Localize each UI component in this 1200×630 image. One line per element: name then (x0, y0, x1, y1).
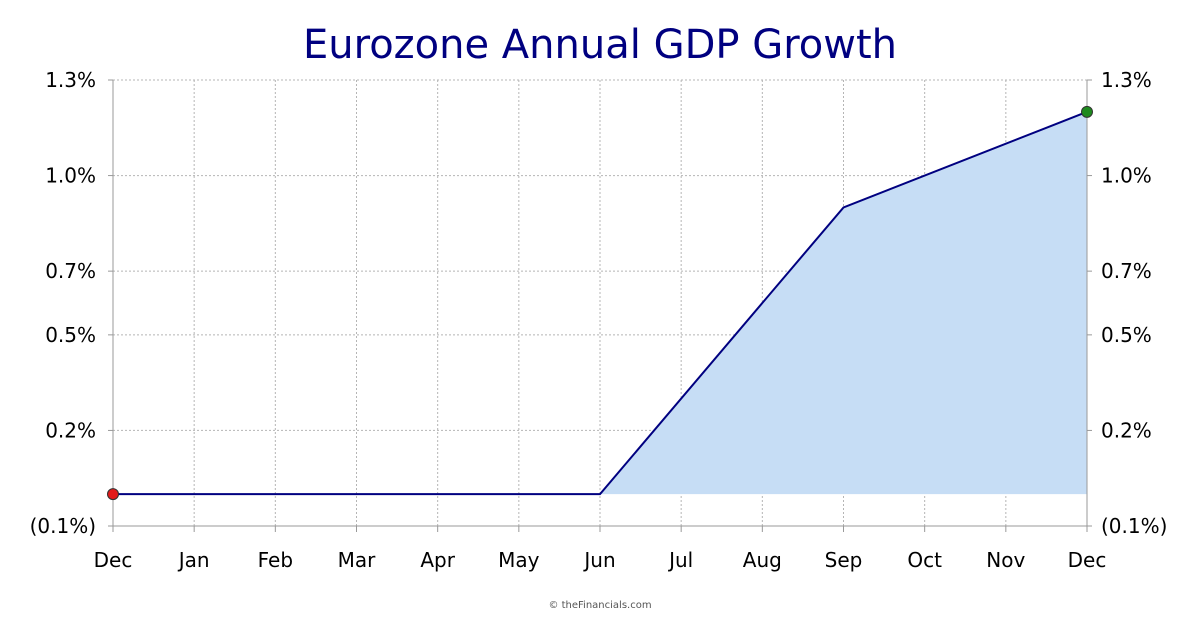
y-tick-label-left: (0.1%) (30, 514, 96, 538)
x-tick-label: Dec (1068, 548, 1107, 572)
y-tick-label-left: 1.0% (45, 164, 96, 188)
y-tick-label-right: (0.1%) (1101, 514, 1167, 538)
y-tick-label-right: 0.5% (1101, 323, 1152, 347)
x-tick-label: Jul (667, 548, 693, 572)
series-line (113, 110, 1088, 496)
area-fill (600, 111, 1087, 495)
y-tick-label-right: 1.3% (1101, 68, 1152, 92)
x-tick-label: Apr (420, 548, 455, 572)
y-tick-label-left: 1.3% (45, 68, 96, 92)
x-tick-label: Jun (582, 548, 615, 572)
chart-title: Eurozone Annual GDP Growth (303, 22, 897, 68)
x-tick-label: Jan (177, 548, 210, 572)
x-tick-label: Mar (338, 548, 377, 572)
tick-labels: Dec Jan Feb Mar Apr May Jun Jul Aug Sep Oct Nov Dec (… (30, 68, 1168, 572)
x-tick-label: Sep (825, 548, 863, 572)
y-tick-label-left: 0.7% (45, 259, 96, 283)
y-tick-label-right: 1.0% (1101, 164, 1152, 188)
x-tick-label: Feb (258, 548, 293, 572)
line-layer (107, 105, 1093, 501)
start-point-marker (107, 488, 119, 501)
area-layer (600, 111, 1087, 495)
x-tick-label: Aug (743, 548, 782, 572)
y-tick-label-left: 0.2% (45, 418, 96, 442)
x-tick-label: Dec (94, 548, 133, 572)
y-tick-label-right: 0.2% (1101, 418, 1152, 442)
y-tick-label-right: 0.7% (1101, 259, 1152, 283)
axes (108, 79, 1092, 532)
x-tick-label: May (498, 548, 540, 572)
end-point-marker (1081, 105, 1093, 118)
x-tick-label: Nov (986, 548, 1025, 572)
y-tick-label-left: 0.5% (45, 323, 96, 347)
credit-text: © theFinancials.com (548, 600, 651, 611)
x-tick-label: Oct (907, 548, 942, 572)
